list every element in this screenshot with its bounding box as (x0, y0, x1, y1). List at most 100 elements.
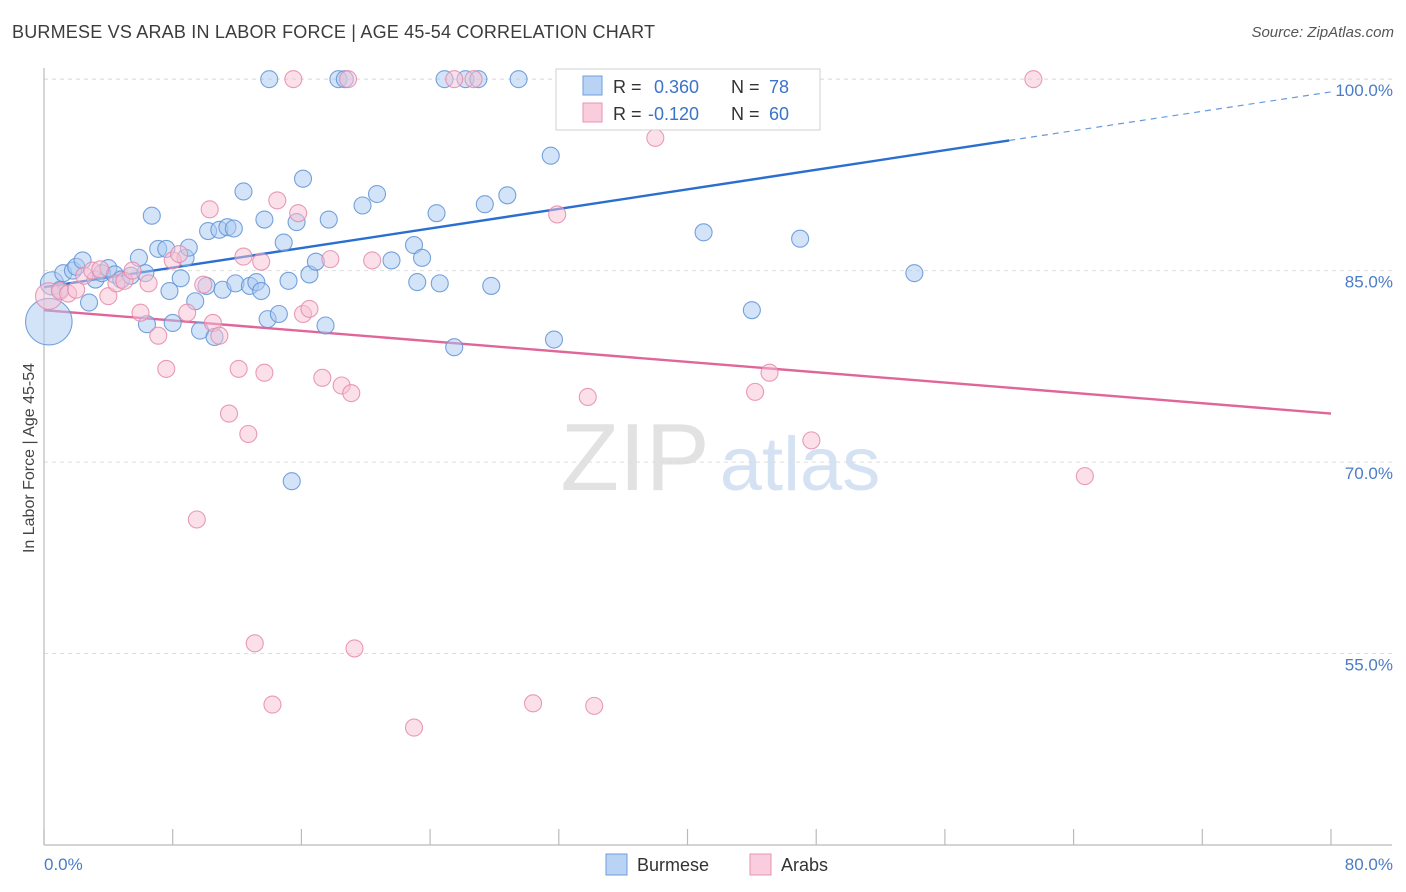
point-arabs (219, 404, 239, 423)
point-arabs (300, 299, 319, 318)
y-tick-label: 55.0% (1345, 656, 1393, 675)
stats-r-label-burmese: R = (613, 77, 647, 97)
point-burmese (791, 229, 810, 248)
trend-line-arabs (43, 308, 1332, 415)
point-burmese (482, 276, 501, 295)
point-burmese (509, 70, 528, 89)
point-burmese (142, 206, 161, 225)
point-burmese (260, 70, 279, 89)
point-burmese (382, 251, 401, 270)
point-arabs (123, 261, 142, 280)
point-burmese (905, 264, 924, 283)
point-burmese (353, 196, 372, 215)
point-arabs (464, 70, 483, 89)
point-arabs (255, 363, 274, 382)
point-burmese (79, 293, 99, 312)
point-burmese (408, 273, 427, 292)
point-burmese (269, 304, 288, 324)
point-arabs (178, 303, 197, 322)
point-arabs (170, 244, 189, 264)
point-burmese (293, 169, 313, 188)
point-burmese (224, 219, 243, 238)
point-burmese (255, 210, 274, 229)
legend-swatch-arabs (749, 853, 772, 876)
stats-legend: R = 0.360 N = 78 R = -0.120 N = 60 (555, 68, 821, 131)
point-arabs (548, 205, 567, 224)
point-arabs (404, 718, 424, 737)
point-arabs (99, 287, 118, 306)
trend-line-burmese-extension (1009, 91, 1332, 142)
point-arabs (268, 191, 287, 210)
point-arabs (345, 639, 364, 658)
stats-r-value-burmese: 0.360 (654, 77, 699, 97)
point-burmese (498, 186, 517, 205)
point-arabs (342, 384, 361, 403)
point-burmese (445, 338, 464, 357)
point-arabs (234, 247, 253, 266)
point-burmese (274, 233, 293, 252)
stats-n-label-burmese: N = (731, 77, 765, 97)
point-arabs (1075, 467, 1094, 486)
legend-label-burmese: Burmese (637, 855, 709, 875)
point-arabs (284, 70, 303, 89)
point-burmese (742, 301, 761, 320)
y-tick-labels: 55.0% 70.0% 85.0% 100.0% (1335, 81, 1393, 674)
stats-legend-swatch-arabs (582, 102, 603, 123)
chart-title: BURMESE VS ARAB IN LABOR FORCE | AGE 45-… (12, 22, 656, 42)
y-tick-label: 70.0% (1345, 464, 1393, 483)
point-burmese (160, 281, 179, 301)
point-burmese (319, 210, 338, 229)
point-arabs (131, 303, 150, 322)
point-arabs (578, 387, 597, 407)
stats-n-label-arabs: N = (731, 104, 765, 124)
stats-legend-swatch-burmese (582, 75, 603, 96)
point-burmese (163, 313, 182, 332)
point-burmese (316, 316, 335, 335)
source-label: Source: ZipAtlas.com (1251, 24, 1394, 41)
point-arabs (585, 696, 604, 715)
point-arabs (157, 359, 176, 378)
point-arabs (802, 431, 821, 450)
point-burmese (171, 269, 190, 288)
x-tick-label-min: 0.0% (44, 855, 83, 874)
point-arabs (746, 382, 765, 401)
point-burmese (413, 248, 432, 267)
point-burmese (282, 472, 301, 491)
stats-r-value-arabs: -0.120 (648, 104, 699, 124)
point-burmese (427, 204, 446, 223)
point-arabs (245, 634, 264, 653)
point-burmese (279, 271, 298, 290)
point-arabs (289, 204, 308, 223)
point-arabs (1024, 70, 1043, 89)
y-tick-label: 85.0% (1345, 273, 1393, 292)
point-arabs (363, 251, 382, 270)
point-arabs (210, 326, 229, 345)
point-arabs (252, 252, 271, 271)
point-arabs (200, 200, 219, 219)
point-arabs (139, 274, 158, 293)
legend-label-arabs: Arabs (781, 855, 828, 875)
point-burmese (404, 236, 424, 255)
point-arabs (149, 326, 168, 345)
legend-swatch-burmese (605, 853, 628, 876)
point-burmese (430, 274, 449, 293)
watermark-atlas: atlas (720, 422, 881, 507)
point-arabs (187, 510, 206, 529)
y-axis-label: In Labor Force | Age 45-54 (21, 363, 38, 553)
point-burmese (367, 184, 387, 204)
point-arabs (229, 359, 248, 378)
point-burmese (541, 146, 560, 165)
data-points (25, 70, 1094, 737)
y-tick-label: 100.0% (1335, 81, 1393, 100)
stats-r-label-arabs: R = (613, 104, 647, 124)
x-tick-label-max: 80.0% (1345, 855, 1393, 874)
watermark-zip: ZIP (560, 404, 709, 511)
point-burmese (234, 182, 253, 201)
point-arabs (263, 695, 282, 714)
stats-n-value-arabs: 60 (769, 104, 789, 124)
point-burmese (475, 195, 494, 214)
point-arabs (524, 694, 543, 713)
point-arabs (445, 70, 464, 89)
series-legend: Burmese Arabs (605, 853, 828, 876)
